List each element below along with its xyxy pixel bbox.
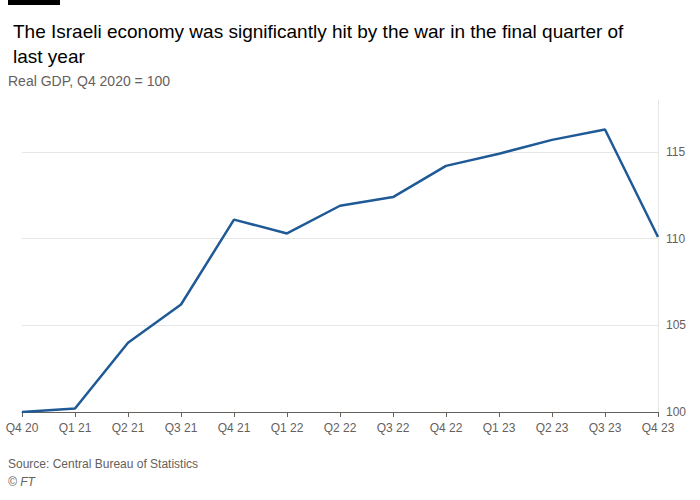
svg-text:Q3 22: Q3 22	[377, 421, 410, 435]
svg-text:Source: Central Bureau of Stat: Source: Central Bureau of Statistics	[8, 457, 198, 471]
svg-text:Q4 23: Q4 23	[642, 421, 675, 435]
svg-text:Q2 21: Q2 21	[112, 421, 145, 435]
svg-text:last year: last year	[13, 46, 85, 67]
svg-text:The Israeli economy was signif: The Israeli economy was significantly hi…	[13, 21, 629, 42]
svg-text:100: 100	[666, 405, 686, 419]
svg-text:Q2 23: Q2 23	[536, 421, 569, 435]
svg-text:105: 105	[666, 318, 686, 332]
svg-text:Q1 21: Q1 21	[59, 421, 92, 435]
svg-text:110: 110	[666, 232, 685, 246]
svg-text:Q4 20: Q4 20	[6, 421, 39, 435]
svg-text:Q4 21: Q4 21	[218, 421, 251, 435]
svg-text:Q4 22: Q4 22	[430, 421, 463, 435]
svg-text:Q1 22: Q1 22	[271, 421, 304, 435]
svg-text:Q2 22: Q2 22	[324, 421, 357, 435]
svg-text:115: 115	[666, 145, 685, 159]
svg-text:Q3 23: Q3 23	[589, 421, 622, 435]
svg-text:Q1 23: Q1 23	[483, 421, 516, 435]
svg-text:Real GDP, Q4 2020 = 100: Real GDP, Q4 2020 = 100	[8, 73, 170, 89]
svg-text:Q3 21: Q3 21	[165, 421, 198, 435]
svg-text:© FT: © FT	[8, 475, 37, 489]
